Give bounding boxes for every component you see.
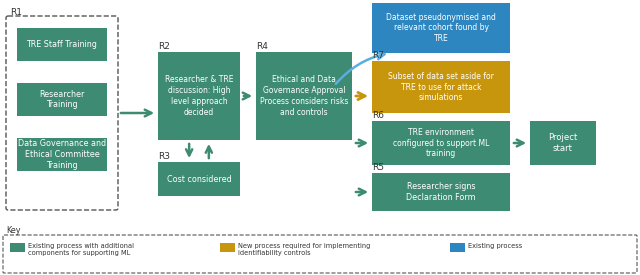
Text: New process required for implementing
identifiability controls: New process required for implementing id…	[238, 243, 371, 257]
Text: TRE Staff Training: TRE Staff Training	[27, 40, 97, 49]
Text: TRE environment
configured to support ML
training: TRE environment configured to support ML…	[393, 128, 489, 158]
Text: Data Governance and
Ethical Committee
Training: Data Governance and Ethical Committee Tr…	[18, 139, 106, 170]
FancyBboxPatch shape	[158, 52, 240, 140]
Text: Researcher & TRE
discussion: High
level approach
decided: Researcher & TRE discussion: High level …	[164, 75, 233, 117]
Text: R5: R5	[372, 163, 384, 172]
FancyBboxPatch shape	[256, 52, 352, 140]
FancyBboxPatch shape	[158, 162, 240, 196]
FancyBboxPatch shape	[372, 3, 510, 53]
Text: Existing process with additional
components for supporting ML: Existing process with additional compone…	[28, 243, 134, 257]
Text: Key: Key	[6, 226, 20, 235]
FancyBboxPatch shape	[220, 243, 235, 252]
FancyBboxPatch shape	[17, 83, 107, 116]
FancyBboxPatch shape	[10, 243, 25, 252]
FancyBboxPatch shape	[17, 28, 107, 61]
Text: Ethical and Data
Governance Approval
Process considers risks
and controls: Ethical and Data Governance Approval Pro…	[260, 75, 348, 117]
Text: Subset of data set aside for
TRE to use for attack
simulations: Subset of data set aside for TRE to use …	[388, 72, 494, 102]
FancyBboxPatch shape	[372, 173, 510, 211]
Text: R6: R6	[372, 111, 384, 120]
Text: R4: R4	[256, 42, 268, 51]
Text: R1: R1	[10, 8, 22, 17]
Text: Cost considered: Cost considered	[166, 175, 232, 183]
Text: Dataset pseudonymised and
relevant cohort found by
TRE: Dataset pseudonymised and relevant cohor…	[386, 13, 496, 43]
Text: Project
start: Project start	[548, 133, 578, 153]
Text: R2: R2	[158, 42, 170, 51]
FancyBboxPatch shape	[450, 243, 465, 252]
Text: R3: R3	[158, 152, 170, 161]
FancyBboxPatch shape	[372, 61, 510, 113]
Text: R7: R7	[372, 51, 384, 60]
FancyBboxPatch shape	[530, 121, 596, 165]
FancyBboxPatch shape	[17, 138, 107, 171]
Text: Researcher
Training: Researcher Training	[39, 90, 84, 109]
FancyBboxPatch shape	[372, 121, 510, 165]
Text: Existing process: Existing process	[468, 243, 522, 249]
Text: Researcher signs
Declaration Form: Researcher signs Declaration Form	[406, 182, 476, 202]
